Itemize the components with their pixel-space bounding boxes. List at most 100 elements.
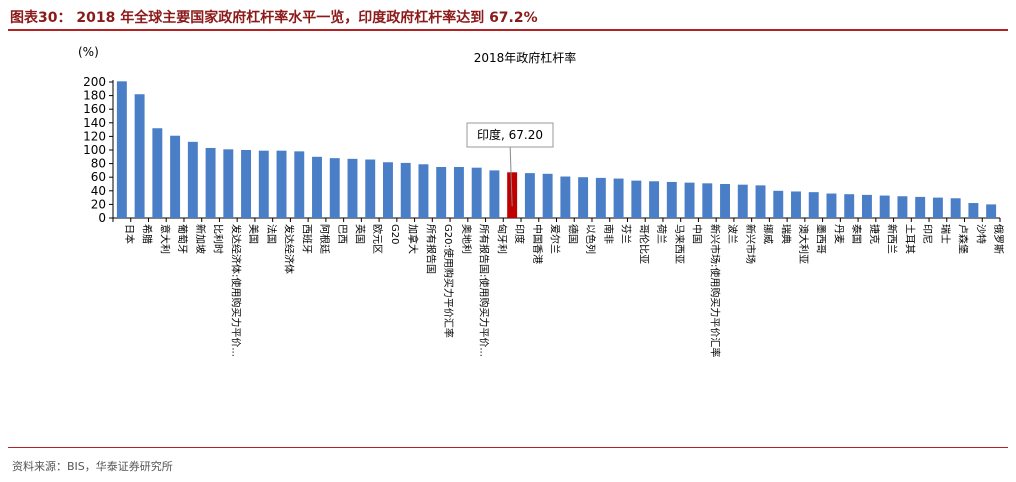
bar bbox=[134, 94, 145, 218]
x-tick-label: 中国香港 bbox=[531, 224, 544, 264]
x-tick-label: 新西兰 bbox=[886, 224, 899, 254]
bar bbox=[720, 184, 730, 218]
x-tick-label: 英国 bbox=[353, 224, 366, 244]
x-tick-label: 印度 bbox=[513, 224, 526, 244]
figure-title: 图表30： 2018 年全球主要国家政府杠杆率水平一览，印度政府杠杆率达到 67… bbox=[10, 10, 538, 26]
bar bbox=[347, 158, 358, 218]
bar bbox=[986, 204, 997, 218]
bar bbox=[453, 167, 464, 218]
bar bbox=[365, 159, 376, 218]
bar bbox=[187, 141, 198, 218]
bar bbox=[649, 181, 660, 218]
bar bbox=[258, 150, 269, 218]
bar bbox=[152, 128, 163, 218]
bar bbox=[294, 151, 305, 218]
bar bbox=[524, 173, 535, 218]
x-tick-label: 泰国 bbox=[850, 224, 863, 244]
x-tick-label: 日本 bbox=[123, 224, 136, 244]
x-tick-label: 爱尔兰 bbox=[549, 224, 562, 254]
y-tick-label: 40 bbox=[91, 184, 106, 198]
x-tick-label: 土耳其 bbox=[903, 224, 916, 254]
bar bbox=[897, 196, 908, 218]
bar bbox=[329, 158, 340, 218]
x-tick-label: 瑞士 bbox=[939, 224, 952, 244]
annotation-leader bbox=[509, 146, 513, 207]
bar bbox=[595, 177, 606, 218]
x-tick-label: 哥伦比亚 bbox=[637, 224, 650, 264]
x-tick-label: 芬兰 bbox=[620, 224, 633, 244]
x-tick-label: 沙特 bbox=[974, 224, 986, 244]
x-tick-label: 意大利 bbox=[158, 224, 171, 254]
bar bbox=[312, 156, 322, 218]
x-tick-label: G20 bbox=[389, 224, 400, 244]
x-tick-label: 澳大利亚 bbox=[797, 224, 810, 264]
x-tick-label: 美国 bbox=[247, 224, 260, 244]
y-tick-label: 0 bbox=[98, 211, 106, 225]
bar bbox=[755, 185, 766, 218]
x-tick-label: 南非 bbox=[602, 224, 615, 244]
bar bbox=[702, 183, 713, 218]
x-tick-label: 荷兰 bbox=[655, 224, 668, 244]
bar bbox=[223, 149, 234, 218]
chart-title: 2018年政府杠杆率 bbox=[474, 50, 577, 65]
bar bbox=[684, 182, 695, 218]
y-tick-label: 200 bbox=[83, 75, 106, 89]
y-tick-label: 180 bbox=[83, 89, 106, 103]
x-tick-label: 匈牙利 bbox=[495, 224, 508, 254]
y-tick-label: 100 bbox=[83, 143, 106, 157]
x-tick-label: 墨西哥 bbox=[815, 224, 827, 254]
x-tick-label: 以色列 bbox=[584, 224, 597, 254]
x-tick-label: 卢森堡 bbox=[957, 224, 970, 254]
bar bbox=[578, 177, 589, 218]
x-tick-label: 发达经济体 bbox=[283, 224, 296, 274]
bar bbox=[383, 162, 393, 218]
bar bbox=[276, 150, 287, 218]
bar bbox=[471, 167, 482, 218]
bar bbox=[631, 180, 642, 218]
bar bbox=[879, 195, 890, 218]
x-tick-label: 西班牙 bbox=[300, 224, 312, 254]
figure-header: 图表30： 2018 年全球主要国家政府杠杆率水平一览，印度政府杠杆率达到 67… bbox=[8, 4, 1008, 31]
footer-divider bbox=[8, 447, 1008, 448]
bar bbox=[170, 135, 181, 218]
annotation-label: 印度, 67.20 bbox=[477, 127, 543, 142]
bar bbox=[400, 162, 411, 218]
bar bbox=[808, 192, 819, 218]
y-tick-label: 140 bbox=[83, 116, 106, 130]
x-tick-label: 捷克 bbox=[868, 224, 881, 244]
x-tick-label: 所有报告国 bbox=[424, 224, 437, 274]
x-tick-label: 所有报告国:使用购买力平价... bbox=[478, 224, 491, 357]
bar bbox=[968, 203, 979, 218]
bar bbox=[666, 181, 677, 218]
bar bbox=[950, 198, 961, 218]
x-tick-label: 丹麦 bbox=[832, 224, 844, 244]
bar bbox=[116, 81, 127, 218]
x-tick-label: 法国 bbox=[265, 224, 278, 244]
y-tick-label: 120 bbox=[83, 129, 106, 143]
y-tick-label: 20 bbox=[91, 197, 106, 211]
x-tick-label: 波兰 bbox=[726, 224, 739, 244]
bar bbox=[542, 173, 553, 218]
x-tick-label: 欧元区 bbox=[371, 224, 383, 254]
bar bbox=[205, 147, 216, 218]
x-tick-label: 瑞典 bbox=[779, 224, 792, 244]
x-tick-label: 葡萄牙 bbox=[176, 224, 189, 254]
bar bbox=[613, 178, 624, 218]
bar bbox=[241, 150, 252, 218]
x-tick-label: 希腊 bbox=[141, 224, 154, 244]
y-tick-label: 60 bbox=[91, 170, 106, 184]
x-tick-label: 印尼 bbox=[921, 224, 933, 244]
bar bbox=[915, 196, 926, 218]
x-tick-label: 比利时 bbox=[212, 224, 224, 254]
header-divider bbox=[8, 29, 1008, 31]
bar bbox=[773, 190, 784, 218]
bar bbox=[826, 193, 837, 218]
x-tick-label: 新加坡 bbox=[194, 224, 207, 254]
bar bbox=[861, 194, 872, 218]
x-tick-label: 马来西亚 bbox=[673, 224, 685, 264]
bar bbox=[436, 167, 447, 218]
x-tick-label: 奥地利 bbox=[460, 224, 473, 254]
x-tick-label: G20:使用购买力平价汇率 bbox=[442, 224, 455, 338]
bar bbox=[791, 191, 801, 218]
x-tick-label: 加拿大 bbox=[407, 224, 420, 254]
